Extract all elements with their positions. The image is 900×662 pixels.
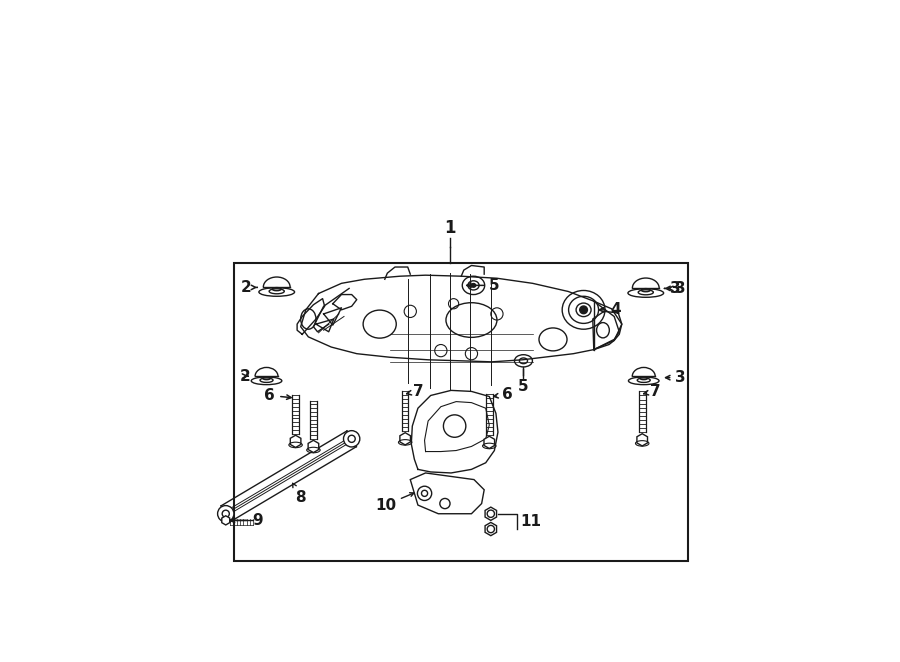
Text: 2: 2 <box>239 369 250 383</box>
Bar <box>234 263 688 561</box>
Polygon shape <box>400 433 410 445</box>
Circle shape <box>580 306 588 314</box>
Text: 3: 3 <box>669 281 686 296</box>
Text: 4: 4 <box>599 303 621 317</box>
Polygon shape <box>410 473 484 514</box>
Text: 6: 6 <box>494 387 513 402</box>
Text: 11: 11 <box>520 514 541 529</box>
Text: 7: 7 <box>644 384 661 399</box>
Text: 3: 3 <box>666 370 686 385</box>
Text: 9: 9 <box>230 513 263 528</box>
Polygon shape <box>484 436 495 448</box>
Text: 7: 7 <box>407 384 423 399</box>
Text: 5: 5 <box>518 379 529 394</box>
Text: 2: 2 <box>241 280 257 295</box>
Text: 6: 6 <box>265 388 291 403</box>
Polygon shape <box>308 440 319 453</box>
Polygon shape <box>291 435 301 448</box>
Text: 5: 5 <box>467 278 500 293</box>
Ellipse shape <box>472 283 476 287</box>
Text: 1: 1 <box>445 220 455 238</box>
Polygon shape <box>221 516 230 525</box>
Polygon shape <box>637 434 647 446</box>
Text: 10: 10 <box>375 493 414 512</box>
Circle shape <box>344 431 360 447</box>
Text: 3: 3 <box>664 281 681 296</box>
Polygon shape <box>485 507 497 520</box>
Circle shape <box>218 506 234 522</box>
Text: 8: 8 <box>292 483 306 505</box>
Polygon shape <box>485 522 497 536</box>
